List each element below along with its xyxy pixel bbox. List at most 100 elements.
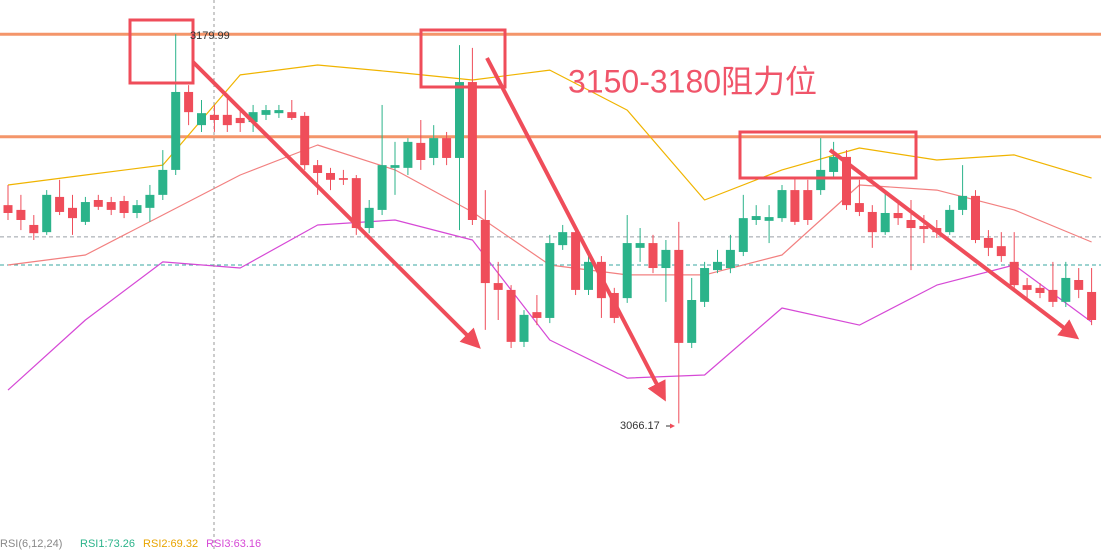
candle-body bbox=[532, 312, 542, 318]
candle-body bbox=[158, 169, 168, 195]
indicator-layer bbox=[0, 32, 1101, 391]
candle-body bbox=[635, 243, 645, 248]
candle-body bbox=[171, 91, 181, 170]
candle-body bbox=[29, 224, 39, 234]
candle-body bbox=[68, 207, 77, 219]
rsi-title: RSI(6,12,24) bbox=[0, 538, 62, 550]
candle-body bbox=[93, 199, 103, 207]
candle-body bbox=[1035, 287, 1045, 293]
candle-body bbox=[764, 217, 774, 221]
candle-body bbox=[16, 209, 26, 220]
candle-body bbox=[119, 201, 129, 213]
box bbox=[738, 130, 918, 180]
candle-body bbox=[287, 112, 297, 118]
candle-body bbox=[971, 195, 980, 240]
candle-body bbox=[919, 225, 929, 230]
candle-body bbox=[867, 211, 877, 233]
high-label: 3179.99 bbox=[190, 30, 230, 42]
candle-body bbox=[480, 219, 490, 284]
rsi-label: RSI2:69.32 bbox=[143, 538, 198, 550]
candle-body bbox=[1087, 291, 1097, 320]
candle-body bbox=[983, 237, 993, 248]
candle-body bbox=[377, 165, 387, 210]
candle-body bbox=[3, 205, 13, 213]
candle-body bbox=[713, 261, 722, 271]
candle-body bbox=[248, 112, 258, 123]
rsi-label: RSI3:63.16 bbox=[206, 538, 261, 550]
candle-body bbox=[80, 202, 90, 222]
candle-body bbox=[1048, 289, 1058, 302]
box bbox=[419, 28, 507, 89]
candle-body bbox=[790, 190, 800, 222]
candle-body bbox=[687, 299, 697, 343]
candle-body bbox=[467, 82, 477, 220]
candle-body bbox=[893, 212, 903, 219]
annotation: 3150-3180阻力位 bbox=[568, 63, 817, 99]
candle-body bbox=[300, 115, 310, 166]
candle-body bbox=[738, 218, 748, 252]
candle-body bbox=[145, 194, 155, 208]
candle-body bbox=[803, 190, 813, 220]
candle-body bbox=[326, 172, 335, 180]
candle-body bbox=[945, 209, 955, 233]
arrow bbox=[191, 60, 481, 349]
candle-body bbox=[442, 138, 452, 158]
box bbox=[128, 18, 195, 85]
candle-body bbox=[390, 165, 400, 168]
candle-body bbox=[403, 141, 413, 168]
candle-body bbox=[184, 91, 194, 113]
candle-body bbox=[455, 82, 464, 158]
candle-body bbox=[622, 243, 632, 299]
candle-body bbox=[429, 138, 439, 158]
candle-body bbox=[700, 268, 710, 302]
candle-body bbox=[55, 196, 65, 212]
candle-body bbox=[996, 246, 1006, 257]
candle-body bbox=[571, 232, 581, 290]
low-label: 3066.17 bbox=[620, 420, 660, 432]
candle-body bbox=[661, 249, 671, 269]
candle-body bbox=[235, 117, 245, 124]
candle-body bbox=[338, 178, 348, 180]
candle-body bbox=[261, 110, 271, 115]
candle-body bbox=[854, 203, 864, 212]
candle-body bbox=[545, 243, 555, 318]
band-line bbox=[7, 64, 1092, 201]
candle-body bbox=[829, 156, 839, 172]
annotation-shapes bbox=[128, 18, 1080, 402]
candle-body bbox=[648, 243, 658, 269]
candle-body bbox=[197, 113, 206, 126]
candle-body bbox=[777, 190, 787, 219]
candle-body bbox=[674, 249, 684, 343]
candle-body bbox=[751, 216, 761, 220]
candle-body bbox=[842, 156, 851, 206]
arrow bbox=[485, 57, 666, 402]
candle-body bbox=[364, 207, 374, 229]
candle-body bbox=[816, 169, 826, 191]
candle-layer bbox=[3, 34, 1097, 424]
arrow bbox=[828, 148, 1080, 340]
candle-body bbox=[725, 249, 735, 269]
candle-body bbox=[1009, 261, 1019, 286]
candle-body bbox=[274, 110, 284, 114]
candle-body bbox=[880, 212, 890, 233]
candle-body bbox=[351, 178, 361, 229]
candle-body bbox=[506, 289, 516, 342]
candle-body bbox=[1074, 279, 1084, 290]
rsi-label: RSI1:73.26 bbox=[80, 538, 135, 550]
candle-body bbox=[558, 232, 568, 246]
candle-body bbox=[493, 283, 503, 290]
candle-body bbox=[958, 195, 968, 210]
candle-body bbox=[42, 194, 52, 233]
candle-body bbox=[132, 205, 142, 213]
candle-body bbox=[1061, 277, 1071, 302]
candle-body bbox=[1022, 285, 1032, 290]
candle-body bbox=[584, 261, 593, 290]
candle-body bbox=[106, 202, 116, 210]
band-line bbox=[7, 219, 1092, 391]
candle-body bbox=[222, 114, 232, 126]
candle-body bbox=[209, 114, 219, 120]
candle-body bbox=[519, 314, 529, 342]
candle-body bbox=[313, 165, 323, 173]
